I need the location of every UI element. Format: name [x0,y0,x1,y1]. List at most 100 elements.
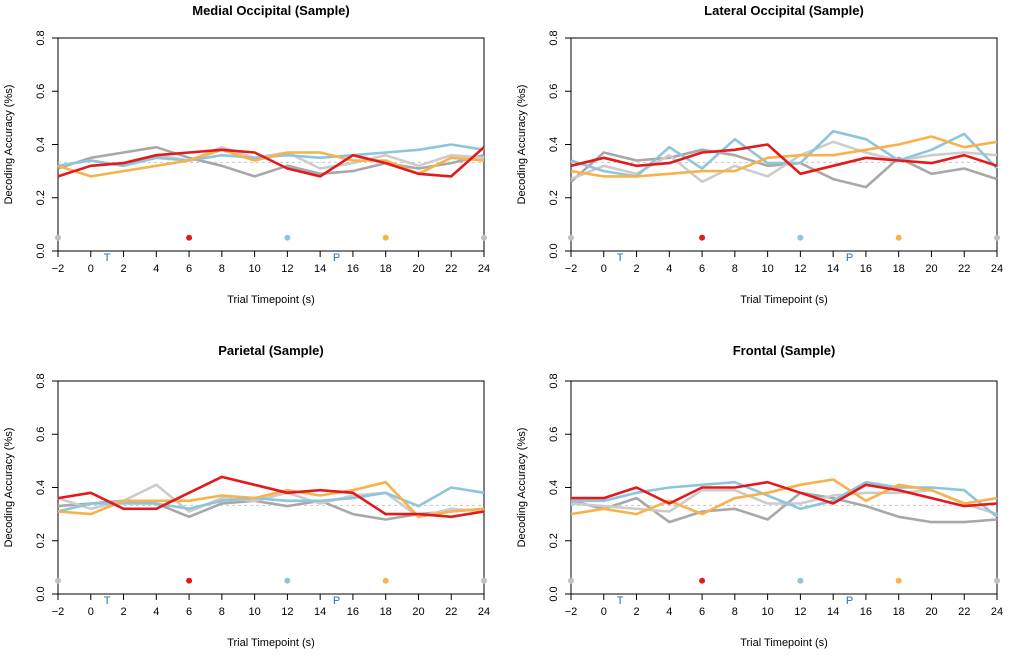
x-tick-label: −2 [52,606,65,618]
series-line-5 [57,475,485,519]
chart-title: Frontal (Sample) [733,343,836,358]
series-line-4 [57,480,485,519]
x-tick-label: 4 [666,606,672,618]
x-tick-label: 0 [88,263,94,275]
series-line-5 [570,143,998,176]
series-line-3 [57,486,485,513]
y-tick-label: 0.8 [35,30,47,45]
x-axis-label: Trial Timepoint (s) [740,637,828,649]
y-tick-label: 0.0 [35,243,47,258]
x-tick-label: 10 [761,263,773,275]
x-tick-label: 24 [478,263,490,275]
x-tick-label: 14 [827,606,839,618]
y-tick-label: 0.4 [548,137,560,152]
x-tick-label: 8 [732,263,738,275]
event-dot [568,234,574,241]
x-tick-label: 24 [991,263,1003,275]
x-tick-label: 2 [120,263,126,275]
x-tick-label: 16 [347,263,359,275]
x-tick-label: 22 [958,606,970,618]
x-tick-label: 14 [314,263,326,275]
y-tick-label: 0.6 [548,84,560,99]
event-dot [699,577,706,584]
chart-title: Parietal (Sample) [218,343,324,358]
x-tick-label: 0 [88,606,94,618]
y-tick-label: 0.4 [548,480,560,495]
x-tick-label: 6 [699,606,705,618]
panel-1: Medial Occipital (Sample) Trial Timepoint… [3,3,490,306]
event-dot [382,577,389,584]
series-line-1 [57,145,485,178]
y-tick-label: 0.0 [35,586,47,601]
series-line-5 [57,146,485,178]
y-tick-label: 0.4 [35,480,47,495]
x-tick-label: 18 [380,606,392,618]
x-tick-label: 22 [445,263,457,275]
x-tick-label: 18 [893,606,905,618]
y-tick-label: 0.0 [548,243,560,258]
x-tick-label: 22 [445,606,457,618]
event-dot [186,234,193,241]
timing-marker-p: P [333,252,340,264]
x-tick-label: 14 [827,263,839,275]
timing-marker-p: P [846,252,853,264]
x-tick-label: 8 [732,606,738,618]
x-tick-label: 12 [794,263,806,275]
y-tick-label: 0.6 [35,427,47,442]
event-dot [568,577,574,584]
x-tick-label: 10 [248,606,260,618]
event-dot [797,577,804,584]
y-tick-label: 0.0 [548,586,560,601]
y-tick-label: 0.2 [35,190,47,205]
event-dot [55,234,61,241]
y-tick-label: 0.2 [35,533,47,548]
event-dot [994,577,1000,584]
y-axis-label: Decoding Accuracy (%s) [3,428,15,548]
x-tick-label: 4 [153,263,159,275]
panel-4: Frontal (Sample) Trial Timepoint (s) Decod… [516,343,1003,649]
plot-frame [570,37,998,252]
x-tick-label: 18 [893,263,905,275]
event-dot [895,234,902,241]
x-tick-label: 6 [186,606,192,618]
y-tick-label: 0.2 [548,533,560,548]
x-tick-label: 6 [186,263,192,275]
y-tick-label: 0.8 [548,30,560,45]
y-tick-label: 0.2 [548,190,560,205]
x-tick-label: 12 [281,606,293,618]
x-tick-label: 4 [666,263,672,275]
x-tick-label: −2 [565,263,578,275]
event-dot [994,234,1000,241]
x-tick-label: 6 [699,263,705,275]
x-tick-label: 4 [153,606,159,618]
event-dot [895,577,902,584]
x-tick-label: 22 [958,263,970,275]
y-tick-label: 0.4 [35,137,47,152]
x-tick-label: 18 [380,263,392,275]
x-tick-label: 0 [601,263,607,275]
event-dot [186,577,193,584]
event-dot [382,234,389,241]
x-tick-label: 20 [412,263,424,275]
event-dot [797,234,804,241]
y-axis-label: Decoding Accuracy (%s) [516,428,528,548]
y-axis-label: Decoding Accuracy (%s) [516,85,528,205]
y-tick-label: 0.8 [548,373,560,388]
series-line-4 [570,135,998,178]
x-axis-label: Trial Timepoint (s) [227,637,315,649]
x-tick-label: 24 [991,606,1003,618]
x-tick-label: −2 [565,606,578,618]
x-tick-label: 8 [219,606,225,618]
series-line-1 [570,491,998,524]
x-tick-label: 16 [860,606,872,618]
series-line-3 [571,480,998,518]
panel-3: Parietal (Sample) Trial Timepoint (s) Deco… [3,343,490,649]
x-tick-label: 2 [633,606,639,618]
timing-marker-t: T [617,252,624,264]
event-dot [284,234,291,241]
x-tick-label: 16 [860,263,872,275]
event-dot [55,577,61,584]
series-line-3 [570,129,998,178]
timing-marker-t: T [104,595,111,607]
